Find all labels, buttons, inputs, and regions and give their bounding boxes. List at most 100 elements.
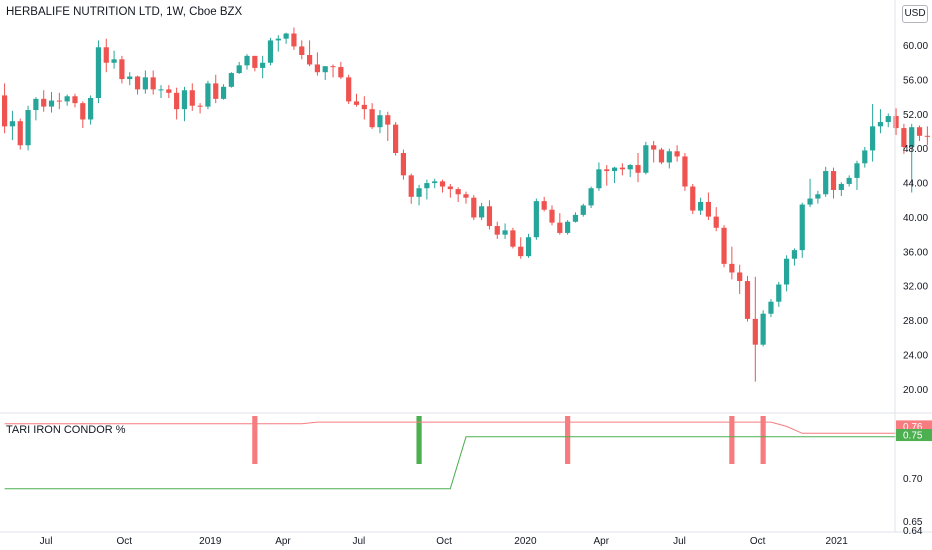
candle-body: [158, 89, 164, 91]
candle-body: [604, 169, 610, 172]
indicator-title: TARI IRON CONDOR %: [6, 424, 126, 436]
candle-body: [361, 104, 367, 110]
candle-body: [385, 115, 391, 125]
candle-body: [400, 152, 407, 176]
candle-body: [64, 96, 70, 102]
indicator-red-bar: [760, 416, 766, 464]
candle-body: [353, 101, 360, 105]
price-tick-label: 32.00: [903, 282, 928, 293]
candle-body: [205, 83, 211, 107]
candle-body: [643, 145, 649, 173]
candle-body: [346, 77, 352, 102]
candle-body: [760, 313, 766, 345]
candle-body: [784, 258, 790, 285]
price-tick-label: 24.00: [903, 350, 928, 361]
price-tick-label: 56.00: [903, 75, 928, 86]
candle-body: [494, 226, 500, 235]
candle-body: [275, 38, 281, 41]
candle-body: [737, 272, 743, 282]
candle-body: [330, 66, 336, 68]
candle-body: [486, 206, 493, 227]
indicator-tick-label: 0.70: [903, 474, 923, 485]
candle-body: [103, 47, 109, 63]
candle-body: [893, 116, 899, 129]
candle-body: [447, 186, 453, 190]
candle-body: [768, 301, 774, 314]
candle-body: [752, 318, 758, 345]
candle-body: [267, 40, 274, 63]
candle-body: [314, 64, 320, 73]
indicator-red-line: [4, 421, 932, 434]
candle-body: [807, 198, 813, 205]
candle-body: [658, 149, 665, 163]
currency-button[interactable]: USD: [902, 5, 928, 23]
candle-body: [95, 47, 102, 98]
candle-body: [838, 183, 844, 190]
candle-body: [674, 151, 680, 157]
candle-body: [557, 222, 563, 233]
candle-body: [88, 97, 94, 120]
price-tick-label: 44.00: [903, 179, 928, 190]
candle-body: [791, 250, 798, 259]
indicator-tick-label: 0.64: [903, 526, 923, 537]
candle-body: [174, 92, 180, 110]
time-tick-label: Jul: [40, 536, 53, 547]
candle-body: [596, 169, 602, 189]
candle-body: [909, 127, 915, 147]
candle-body: [17, 121, 23, 146]
candle-body: [854, 163, 860, 178]
candle-body: [705, 201, 711, 217]
chart-title: HERBALIFE NUTRITION LTD, 1W, Cboe BZX: [6, 6, 243, 18]
candle-body: [541, 201, 547, 210]
candle-body: [924, 135, 930, 137]
candle-body: [80, 103, 86, 120]
candle-body: [690, 186, 696, 211]
candle-body: [479, 206, 485, 218]
price-tick-label: 20.00: [903, 385, 928, 396]
time-tick-label: 2020: [514, 536, 537, 547]
candle-body: [33, 98, 39, 111]
candle-body: [549, 209, 555, 223]
candle-body: [306, 55, 313, 65]
candle-body: [510, 230, 516, 247]
indicator-pane: [4, 416, 932, 490]
candle-body: [41, 98, 47, 107]
candle-body: [799, 204, 805, 251]
candle-body: [432, 181, 438, 184]
candle-body: [244, 55, 250, 66]
candle-body: [666, 151, 672, 163]
candle-body: [471, 197, 477, 218]
candle-body: [299, 46, 305, 56]
candle-body: [823, 171, 829, 195]
candle-body: [111, 59, 117, 63]
time-tick-label: Jul: [352, 536, 365, 547]
time-tick-label: Oct: [116, 536, 132, 547]
candle-body: [150, 77, 156, 90]
candle-body: [338, 67, 344, 78]
time-tick-label: Jul: [673, 536, 686, 547]
candle-body: [142, 77, 148, 90]
candle-body: [252, 55, 258, 68]
candle-body: [220, 86, 227, 99]
candle-body: [721, 227, 727, 264]
indicator-green-line: [4, 436, 932, 490]
candle-body: [1, 95, 8, 127]
candle-body: [127, 76, 133, 80]
candle-body: [533, 201, 539, 238]
candle-body: [72, 96, 78, 104]
indicator-green-value: 0.75: [903, 431, 923, 442]
price-tick-label: 36.00: [903, 247, 928, 258]
candle-body: [228, 73, 234, 87]
candle-body: [729, 263, 735, 273]
candle-body: [189, 90, 195, 106]
candle-body: [815, 194, 821, 199]
price-tick-label: 28.00: [903, 316, 928, 327]
candle-body: [213, 83, 219, 99]
indicator-red-bar: [565, 416, 571, 464]
candle-body: [635, 165, 641, 173]
candle-body: [56, 100, 62, 102]
candle-body: [697, 201, 704, 211]
indicator-red-bar: [729, 416, 735, 464]
candle-body: [901, 128, 907, 147]
